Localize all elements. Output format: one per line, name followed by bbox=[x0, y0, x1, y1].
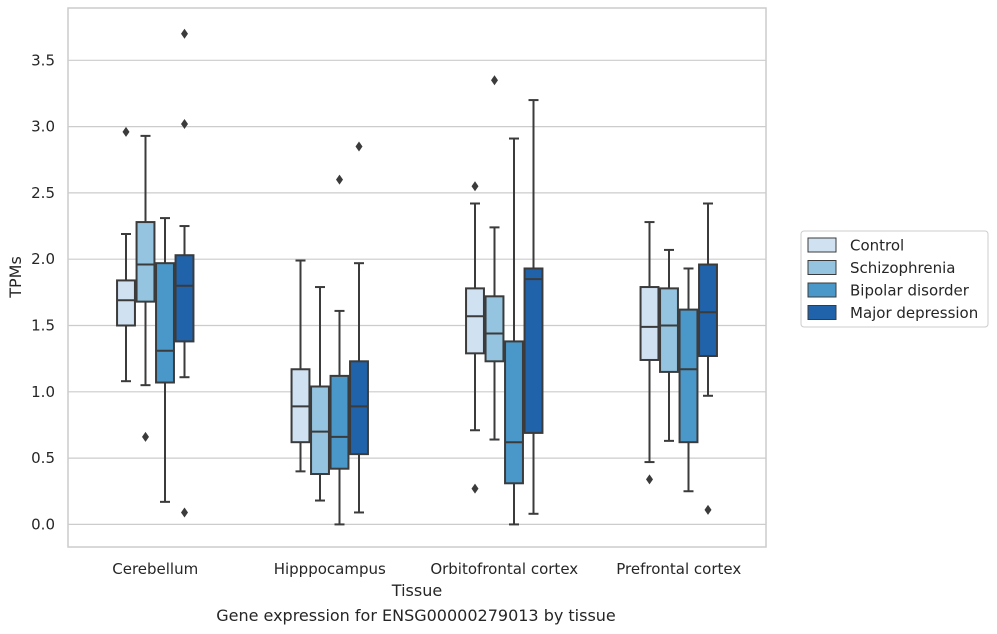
outlier-point bbox=[704, 504, 712, 515]
x-axis-label: Tissue bbox=[391, 581, 442, 600]
outlier-point bbox=[181, 118, 188, 129]
outlier-point bbox=[336, 174, 343, 185]
legend-label: Major depression bbox=[850, 304, 978, 322]
outlier-point bbox=[142, 431, 149, 442]
box bbox=[698, 263, 718, 357]
outlier-point bbox=[471, 483, 479, 494]
legend-frame bbox=[800, 230, 989, 328]
box-group bbox=[465, 181, 485, 494]
x-tick-label: Cerebellum bbox=[112, 560, 198, 578]
box-group bbox=[155, 217, 175, 503]
plot-frame bbox=[67, 7, 767, 548]
x-tick-label: Orbitofrontal cortex bbox=[430, 560, 578, 578]
outlier-point bbox=[646, 474, 653, 485]
box bbox=[678, 308, 699, 444]
box-group bbox=[310, 286, 330, 502]
box bbox=[523, 267, 544, 434]
outlier-point bbox=[181, 28, 188, 39]
legend-label: Control bbox=[850, 237, 904, 255]
box bbox=[174, 254, 195, 343]
box-group bbox=[523, 99, 544, 515]
y-tick-label: 3.0 bbox=[31, 118, 55, 136]
box bbox=[639, 286, 660, 361]
y-tick-label: 0.5 bbox=[31, 449, 55, 467]
legend-swatch bbox=[807, 305, 837, 320]
box bbox=[310, 385, 330, 476]
box bbox=[116, 279, 136, 327]
x-tick-label: Prefrontal cortex bbox=[616, 560, 741, 578]
box bbox=[484, 295, 505, 363]
y-tick-label: 2.5 bbox=[31, 184, 55, 202]
y-axis-label: TPMs bbox=[6, 256, 25, 299]
y-tick-label: 1.5 bbox=[31, 317, 55, 335]
box-group bbox=[678, 267, 699, 493]
box bbox=[349, 360, 369, 456]
box-group bbox=[484, 75, 505, 441]
box-group bbox=[135, 134, 156, 442]
box-group bbox=[329, 174, 350, 526]
outlier-point bbox=[491, 75, 498, 86]
legend-swatch bbox=[807, 260, 837, 275]
box-group bbox=[698, 202, 718, 515]
figure-caption: Gene expression for ENSG00000279013 by t… bbox=[216, 606, 616, 625]
box-group bbox=[639, 221, 660, 485]
y-tick-labels: 0.0 0.5 1.0 1.5 2.0 2.5 3.0 3.5 bbox=[31, 51, 55, 533]
box bbox=[659, 287, 679, 373]
y-tick-label: 3.5 bbox=[31, 51, 55, 69]
legend-swatch bbox=[807, 237, 837, 253]
box-group bbox=[504, 137, 524, 526]
box-group bbox=[116, 126, 136, 383]
box-plots bbox=[116, 28, 718, 526]
legend-label: Bipolar disorder bbox=[850, 282, 970, 300]
box-group bbox=[174, 28, 195, 518]
box bbox=[329, 374, 350, 470]
box-group bbox=[349, 141, 369, 514]
legend: Control Schizophrenia Bipolar disorder Majo… bbox=[800, 230, 989, 328]
y-tick-label: 1.0 bbox=[31, 383, 55, 401]
y-tick-label: 2.0 bbox=[31, 250, 55, 268]
outlier-point bbox=[181, 507, 188, 518]
x-tick-label: Hipppocampus bbox=[274, 560, 386, 578]
box-group bbox=[659, 248, 679, 442]
box-group bbox=[290, 259, 311, 473]
box bbox=[155, 262, 175, 384]
x-tick-labels: Cerebellum Hipppocampus Orbitofrontal cort… bbox=[112, 560, 741, 578]
outlier-point bbox=[471, 181, 479, 192]
legend-swatch bbox=[807, 282, 837, 298]
outlier-point bbox=[122, 126, 130, 137]
box bbox=[504, 340, 524, 485]
box bbox=[135, 221, 156, 303]
legend-label: Schizophrenia bbox=[850, 259, 955, 277]
box bbox=[465, 287, 485, 355]
outlier-point bbox=[355, 141, 363, 152]
y-tick-label: 0.0 bbox=[31, 515, 55, 533]
